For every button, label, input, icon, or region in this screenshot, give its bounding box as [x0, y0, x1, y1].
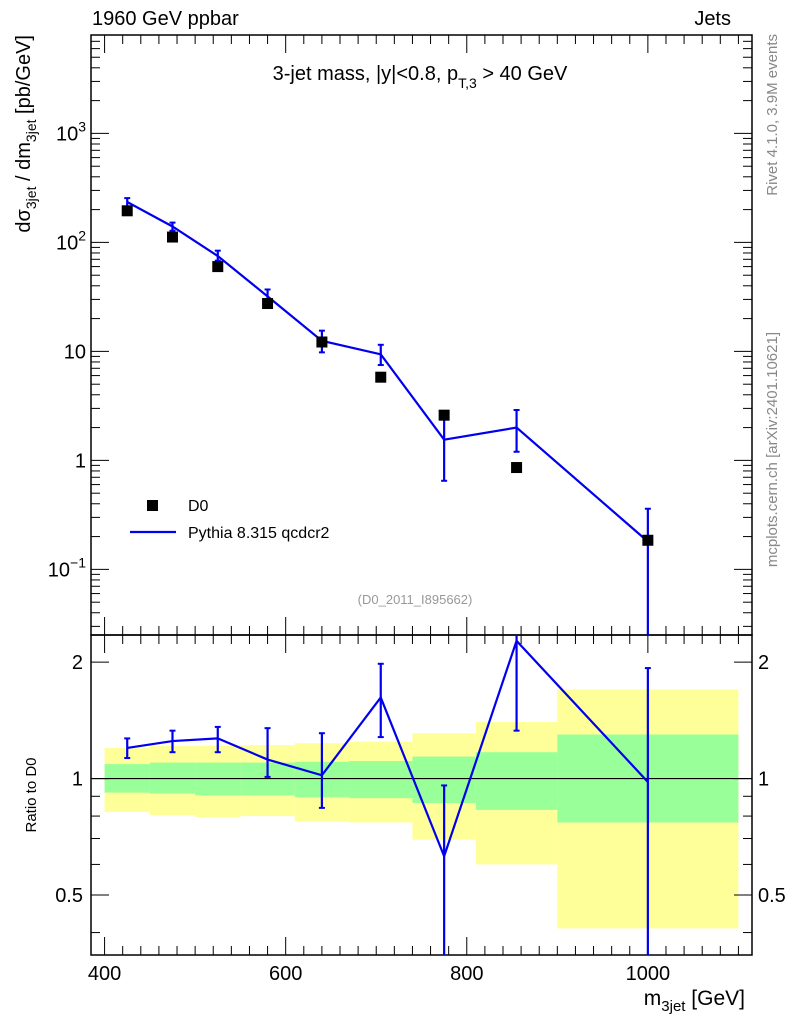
main-y-tick-label: 10−1 [48, 554, 86, 581]
data-point [121, 205, 133, 217]
x-tick-label: 800 [450, 963, 483, 985]
main-y-axis-label: dσ3jet / dm3jet [pb/GeV] [13, 35, 39, 233]
y-label-d: d [13, 221, 35, 232]
data-point [166, 231, 178, 243]
rivet-version-label: Rivet 4.1.0, 3.9M events [764, 34, 781, 196]
x-tick-label: 600 [269, 963, 302, 985]
data-point [375, 371, 387, 383]
main-y-tick-base: 1 [75, 450, 86, 472]
chart-title-subscript: T,3 [458, 75, 477, 91]
main-y-tick-base: 10 [56, 123, 78, 145]
main-y-tick-exponent: 2 [78, 227, 86, 243]
main-y-tick-label: 10 [64, 341, 86, 363]
ratio-stat-band-7 [475, 752, 558, 810]
ratio-stat-band-5 [349, 761, 413, 799]
data-point [511, 462, 523, 474]
legend-data-marker [147, 500, 158, 511]
x-label-m: m [644, 987, 662, 1010]
header-category: Jets [694, 8, 731, 30]
analysis-watermark: (D0_2011_I895662) [358, 592, 473, 607]
main-y-tick-exponent: 3 [78, 118, 86, 134]
data-point [212, 261, 224, 273]
chart-title: 3-jet mass, |y|<0.8, pT,3 > 40 GeV [273, 63, 568, 91]
chart-title-tail: > 40 GeV [477, 63, 568, 85]
data-point [262, 298, 274, 310]
main-y-tick-label: 102 [56, 227, 86, 254]
x-label-sub: 3jet [661, 998, 686, 1015]
chart-title-main: 3-jet mass, |y|<0.8, p [273, 63, 458, 85]
data-point [316, 336, 328, 348]
mc-series-line [126, 201, 649, 543]
data-point [438, 409, 450, 421]
ratio-panel-frame [90, 634, 753, 956]
x-tick-label: 1000 [626, 963, 671, 985]
main-y-tick-label: 1 [75, 450, 86, 472]
legend-mc-label: Pythia 8.315 qcdcr2 [188, 525, 330, 542]
x-axis-label: m3jet [GeV] [644, 987, 745, 1015]
legend-data-label: D0 [188, 498, 209, 515]
ratio-y-tick-label-right: 1 [758, 769, 769, 791]
main-y-tick-label: 103 [56, 118, 86, 145]
ratio-y-tick-label-right: 0.5 [758, 885, 786, 907]
y-label-mid: / dm [13, 142, 35, 186]
main-y-tick-base: 10 [48, 559, 70, 581]
ratio-y-tick-label: 1 [72, 769, 83, 791]
y-label-sub1: 3jet [23, 186, 39, 209]
mcplots-label: mcplots.cern.ch [arXiv:2401.10621] [764, 332, 781, 568]
main-y-tick-exponent: −1 [70, 554, 86, 570]
main-y-tick-base: 10 [56, 232, 78, 254]
ratio-y-tick-label: 0.5 [55, 885, 83, 907]
ratio-y-tick-label: 2 [72, 652, 83, 674]
y-label-sub2: 3jet [23, 119, 39, 142]
header-process: 1960 GeV ppbar [92, 8, 239, 30]
y-label-sigma: σ [13, 208, 35, 221]
data-point [642, 534, 654, 546]
main-y-tick-base: 10 [64, 341, 86, 363]
ratio-y-axis-label: Ratio to D0 [23, 757, 40, 832]
ratio-y-tick-label-right: 2 [758, 652, 769, 674]
x-tick-label: 400 [88, 963, 121, 985]
x-label-unit: [GeV] [685, 987, 745, 1010]
y-label-unit: [pb/GeV] [13, 35, 35, 120]
